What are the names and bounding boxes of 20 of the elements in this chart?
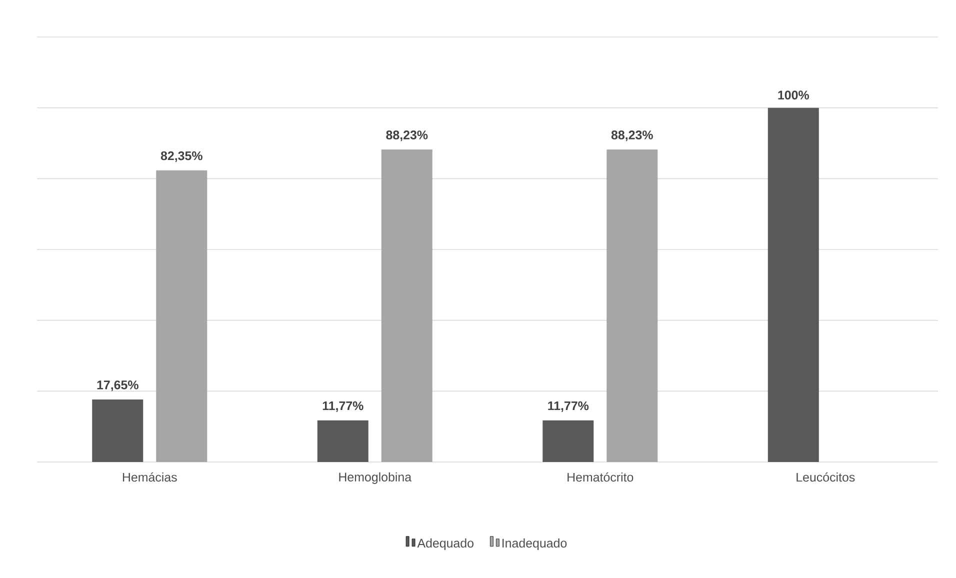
- data-label: 88,23%: [386, 130, 428, 142]
- data-label: 100%: [778, 90, 809, 100]
- x-tick-label: Leucócitos: [796, 472, 855, 482]
- bar: [606, 150, 658, 462]
- bar: [92, 399, 144, 462]
- bar: [156, 170, 208, 462]
- data-label: 82,35%: [160, 151, 202, 162]
- data-label: 11,77%: [322, 401, 364, 412]
- bar: [317, 420, 368, 462]
- bar: [542, 420, 594, 462]
- data-label: 11,77%: [548, 401, 589, 412]
- x-tick-label: Hematócrito: [568, 472, 634, 482]
- data-label: 17,65%: [97, 380, 138, 392]
- legend-label: Adequado: [417, 538, 474, 550]
- x-tick-label: Hemoglobina: [339, 472, 412, 484]
- bar: [768, 108, 819, 462]
- x-tick-label: Hemácias: [122, 472, 177, 482]
- data-label: 88,23%: [611, 130, 653, 142]
- bar: [381, 150, 432, 462]
- legend-label: Inadequado: [502, 538, 567, 550]
